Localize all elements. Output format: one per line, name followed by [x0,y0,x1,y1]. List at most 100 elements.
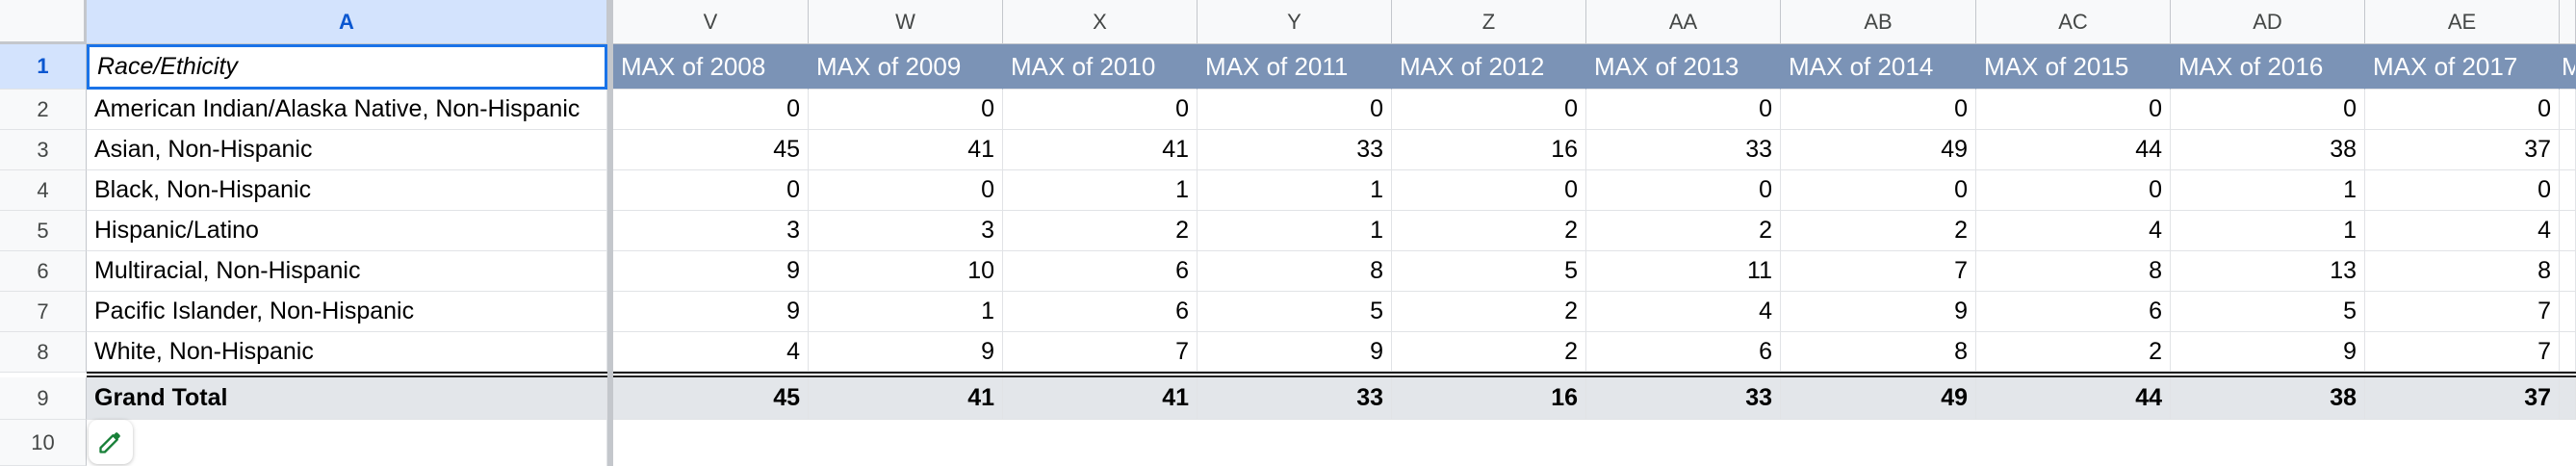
value-cell[interactable]: 1 [1198,211,1392,251]
value-cell[interactable]: 0 [1003,90,1198,130]
value-cell[interactable]: 2 [1392,332,1586,372]
row-header-7[interactable]: 7 [0,292,87,332]
value-cell[interactable]: 13 [2171,251,2365,292]
value-cell[interactable]: 1 [809,292,1003,332]
column-header-w[interactable]: W [809,0,1003,44]
freeze-column-handle[interactable] [607,0,613,466]
header-max-2013[interactable]: MAX of 2013 [1586,44,1781,90]
header-max-2011[interactable]: MAX of 2011 [1198,44,1392,90]
overflow-cell[interactable] [2560,170,2576,211]
row-header-8[interactable]: 8 [0,332,87,373]
grand-total-value[interactable]: 49 [1781,377,1976,420]
value-cell[interactable]: 7 [2365,332,2560,372]
row-header-6[interactable]: 6 [0,251,87,292]
value-cell[interactable]: 0 [1781,90,1976,130]
value-cell[interactable]: 6 [1976,292,2171,332]
value-cell[interactable]: 10 [809,251,1003,292]
header-max-2014[interactable]: MAX of 2014 [1781,44,1976,90]
grand-total-value[interactable]: 37 [2365,377,2560,420]
column-header-ae[interactable]: AE [2365,0,2560,44]
overflow-cell[interactable] [2560,130,2576,170]
value-cell[interactable]: 2 [1003,211,1198,251]
value-cell[interactable]: 7 [1003,332,1198,372]
value-cell[interactable]: 4 [2365,211,2560,251]
value-cell[interactable]: 37 [2365,130,2560,170]
value-cell[interactable]: 0 [1976,90,2171,130]
value-cell[interactable]: 0 [1198,90,1392,130]
value-cell[interactable]: 9 [1781,292,1976,332]
value-cell[interactable]: 8 [2365,251,2560,292]
value-cell[interactable]: 4 [613,332,809,372]
column-header-y[interactable]: Y [1198,0,1392,44]
grand-total-value[interactable]: 44 [1976,377,2171,420]
overflow-cell[interactable] [2560,211,2576,251]
value-cell[interactable]: 49 [1781,130,1976,170]
column-header-ac[interactable]: AC [1976,0,2171,44]
header-overflow[interactable]: M [2560,44,2576,90]
column-header-af[interactable] [2560,0,2576,44]
row-header-5[interactable]: 5 [0,211,87,251]
grand-total-label[interactable]: Grand Total [87,377,607,420]
value-cell[interactable]: 9 [1198,332,1392,372]
value-cell[interactable]: 33 [1586,130,1781,170]
value-cell[interactable]: 33 [1198,130,1392,170]
value-cell[interactable]: 16 [1392,130,1586,170]
race-label-cell[interactable]: Hispanic/Latino [87,211,607,251]
header-max-2015[interactable]: MAX of 2015 [1976,44,2171,90]
value-cell[interactable]: 44 [1976,130,2171,170]
header-max-2010[interactable]: MAX of 2010 [1003,44,1198,90]
race-label-cell[interactable]: Multiracial, Non-Hispanic [87,251,607,292]
value-cell[interactable]: 0 [1976,170,2171,211]
value-cell[interactable]: 5 [1198,292,1392,332]
overflow-cell[interactable] [2560,90,2576,130]
value-cell[interactable]: 2 [1781,211,1976,251]
value-cell[interactable]: 6 [1586,332,1781,372]
value-cell[interactable]: 0 [809,170,1003,211]
column-header-ad[interactable]: AD [2171,0,2365,44]
value-cell[interactable]: 41 [1003,130,1198,170]
overflow-cell[interactable] [2560,332,2576,372]
value-cell[interactable]: 1 [1198,170,1392,211]
value-cell[interactable]: 0 [613,170,809,211]
header-max-2017[interactable]: MAX of 2017 [2365,44,2560,90]
column-header-x[interactable]: X [1003,0,1198,44]
row-header-4[interactable]: 4 [0,170,87,211]
overflow-cell[interactable] [2560,251,2576,292]
value-cell[interactable]: 1 [2171,170,2365,211]
value-cell[interactable]: 6 [1003,292,1198,332]
row-header-1[interactable]: 1 [0,44,87,90]
value-cell[interactable]: 5 [2171,292,2365,332]
overflow-cell[interactable] [2560,377,2576,420]
value-cell[interactable]: 4 [1976,211,2171,251]
header-race-ethnicity[interactable]: Race/Ethicity [87,44,607,90]
value-cell[interactable]: 4 [1586,292,1781,332]
value-cell[interactable]: 6 [1003,251,1198,292]
row-header-10[interactable]: 10 [0,420,87,466]
header-max-2016[interactable]: MAX of 2016 [2171,44,2365,90]
value-cell[interactable]: 9 [809,332,1003,372]
select-all-corner[interactable] [0,0,87,44]
value-cell[interactable]: 5 [1392,251,1586,292]
value-cell[interactable]: 0 [1586,170,1781,211]
value-cell[interactable]: 2 [1392,292,1586,332]
value-cell[interactable]: 0 [809,90,1003,130]
value-cell[interactable]: 0 [1392,90,1586,130]
value-cell[interactable]: 1 [1003,170,1198,211]
column-header-ab[interactable]: AB [1781,0,1976,44]
value-cell[interactable]: 7 [2365,292,2560,332]
value-cell[interactable]: 0 [2365,170,2560,211]
column-header-z[interactable]: Z [1392,0,1586,44]
value-cell[interactable]: 41 [809,130,1003,170]
grand-total-value[interactable]: 33 [1198,377,1392,420]
grand-total-value[interactable]: 41 [809,377,1003,420]
grand-total-value[interactable]: 41 [1003,377,1198,420]
row-header-2[interactable]: 2 [0,90,87,130]
value-cell[interactable]: 0 [613,90,809,130]
header-max-2009[interactable]: MAX of 2009 [809,44,1003,90]
value-cell[interactable]: 1 [2171,211,2365,251]
grand-total-value[interactable]: 33 [1586,377,1781,420]
value-cell[interactable]: 45 [613,130,809,170]
header-max-2008[interactable]: MAX of 2008 [613,44,809,90]
overflow-cell[interactable] [2560,292,2576,332]
grand-total-value[interactable]: 16 [1392,377,1586,420]
